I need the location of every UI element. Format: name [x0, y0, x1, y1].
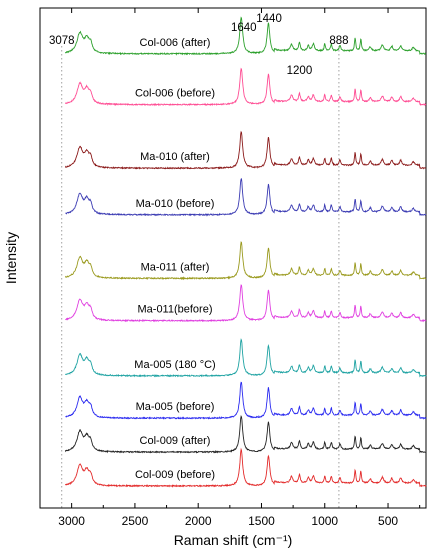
series-label: Ma-005 (before)	[136, 401, 215, 413]
series-label: Ma-010 (after)	[140, 151, 210, 163]
x-tick-label: 2500	[122, 514, 149, 528]
plot-border	[39, 7, 427, 509]
series-line	[64, 415, 427, 454]
series-line	[64, 241, 427, 281]
x-tick-label: 1500	[248, 514, 275, 528]
series-label: Ma-011 (after)	[141, 261, 210, 273]
series-label: Col-009 (before)	[135, 469, 215, 481]
series-label: Col-006 (after)	[140, 37, 211, 49]
series-line	[65, 178, 427, 217]
series-label: Col-006 (before)	[135, 88, 215, 100]
series-line	[64, 447, 427, 488]
series-line	[64, 16, 427, 56]
reference-line-label: 888	[329, 35, 348, 47]
x-axis-ticks: 3000 2500 2000 1500 1000 500	[58, 8, 421, 528]
series-line	[65, 284, 427, 323]
series-line	[64, 67, 427, 107]
series-line	[65, 381, 427, 420]
reference-line-label: 3078	[49, 35, 75, 47]
x-tick-label: 500	[378, 514, 398, 528]
series-labels: Col-006 (after) Col-006 (before) Ma-010 (a…	[134, 37, 215, 481]
peak-label: 1640	[231, 22, 257, 34]
series-label: Ma-005 (180 °C)	[134, 359, 215, 371]
x-axis-label: Raman shift (cm⁻¹)	[174, 532, 293, 548]
x-tick-label: 2000	[185, 514, 212, 528]
reference-lines	[61, 46, 340, 508]
series-label: Col-009 (after)	[140, 435, 211, 447]
series-line	[64, 130, 427, 170]
y-axis-label: Intensity	[3, 232, 19, 284]
x-tick-label: 1000	[311, 514, 338, 528]
x-tick-label: 3000	[58, 514, 85, 528]
peak-label: 1440	[256, 13, 282, 25]
series-label: Ma-010 (before)	[136, 198, 215, 210]
series-label: Ma-011(before)	[138, 304, 213, 316]
plot-frame	[39, 7, 427, 509]
series-group	[64, 16, 427, 488]
series-line	[64, 338, 427, 378]
peak-label: 1200	[287, 65, 313, 77]
